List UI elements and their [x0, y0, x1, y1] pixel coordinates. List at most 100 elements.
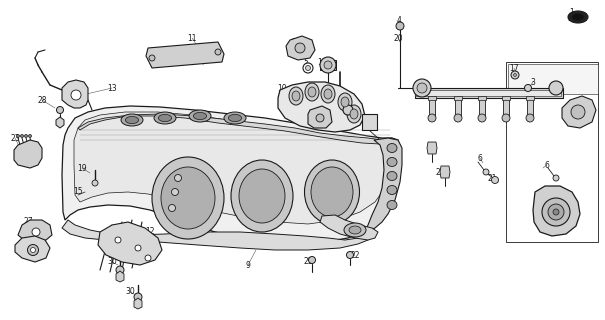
Bar	[526, 96, 534, 100]
Text: FR.: FR.	[567, 13, 583, 22]
Ellipse shape	[572, 13, 584, 20]
Polygon shape	[74, 112, 392, 224]
Ellipse shape	[152, 157, 224, 239]
Bar	[506, 62, 598, 242]
Ellipse shape	[324, 89, 332, 99]
Text: 16: 16	[550, 194, 560, 203]
Ellipse shape	[189, 110, 211, 122]
Polygon shape	[56, 117, 64, 128]
Text: 30: 30	[125, 287, 135, 297]
Circle shape	[174, 174, 182, 181]
Circle shape	[306, 66, 310, 70]
Circle shape	[149, 55, 155, 61]
Text: 9: 9	[246, 260, 250, 269]
Ellipse shape	[350, 109, 358, 119]
Circle shape	[511, 71, 519, 79]
Text: 6: 6	[477, 154, 482, 163]
Circle shape	[115, 237, 121, 243]
Text: 21: 21	[487, 173, 497, 182]
Circle shape	[553, 175, 559, 181]
Circle shape	[417, 83, 427, 93]
Polygon shape	[62, 220, 374, 250]
Ellipse shape	[159, 115, 172, 122]
Circle shape	[478, 114, 486, 122]
Bar	[527, 98, 533, 116]
Polygon shape	[286, 36, 315, 60]
Circle shape	[21, 134, 24, 138]
Circle shape	[571, 105, 585, 119]
Ellipse shape	[161, 167, 215, 229]
Text: 27: 27	[23, 218, 33, 227]
Circle shape	[92, 180, 98, 186]
Ellipse shape	[387, 201, 397, 210]
Ellipse shape	[387, 143, 397, 153]
Text: 30: 30	[107, 258, 117, 267]
Text: 7: 7	[365, 114, 370, 123]
Circle shape	[542, 198, 570, 226]
Text: 19: 19	[77, 164, 87, 172]
Ellipse shape	[311, 167, 353, 217]
Ellipse shape	[338, 93, 352, 111]
Polygon shape	[14, 140, 42, 168]
Circle shape	[30, 247, 36, 252]
Circle shape	[549, 81, 563, 95]
Ellipse shape	[349, 226, 361, 234]
Text: 18: 18	[317, 58, 327, 67]
Ellipse shape	[341, 97, 349, 107]
Circle shape	[135, 245, 141, 251]
Text: 23: 23	[10, 133, 20, 142]
Text: 24: 24	[435, 167, 445, 177]
Ellipse shape	[231, 160, 293, 232]
Ellipse shape	[347, 105, 361, 123]
Circle shape	[32, 228, 40, 236]
Circle shape	[134, 293, 142, 301]
Circle shape	[320, 57, 336, 73]
Circle shape	[396, 22, 404, 30]
Text: 14: 14	[23, 244, 33, 252]
Bar	[455, 98, 461, 116]
Bar	[429, 98, 435, 116]
Text: 8: 8	[342, 103, 347, 113]
Ellipse shape	[387, 157, 397, 166]
Ellipse shape	[568, 11, 588, 23]
Ellipse shape	[194, 112, 206, 120]
Polygon shape	[533, 186, 580, 236]
Ellipse shape	[387, 186, 397, 195]
Circle shape	[295, 43, 305, 53]
Text: 15: 15	[73, 188, 83, 196]
Text: 26: 26	[291, 37, 301, 46]
Ellipse shape	[292, 91, 300, 101]
Bar	[362, 114, 377, 130]
Polygon shape	[562, 96, 596, 128]
Text: 1: 1	[570, 7, 574, 17]
Circle shape	[71, 90, 81, 100]
Ellipse shape	[344, 223, 366, 237]
Text: 17: 17	[509, 63, 519, 73]
Polygon shape	[440, 166, 450, 178]
Polygon shape	[15, 236, 50, 262]
Bar	[503, 98, 509, 116]
Polygon shape	[62, 80, 88, 108]
Ellipse shape	[304, 160, 359, 224]
Text: 24: 24	[427, 143, 437, 153]
Circle shape	[169, 204, 175, 212]
Bar	[454, 96, 462, 100]
Text: 4: 4	[396, 15, 402, 25]
Bar	[479, 98, 485, 116]
Ellipse shape	[224, 112, 246, 124]
Ellipse shape	[387, 172, 397, 180]
Circle shape	[526, 114, 534, 122]
Text: 22: 22	[350, 251, 360, 260]
Polygon shape	[18, 220, 52, 242]
Circle shape	[428, 114, 436, 122]
Ellipse shape	[125, 116, 139, 124]
Circle shape	[491, 177, 499, 183]
Polygon shape	[365, 138, 402, 232]
Ellipse shape	[321, 85, 335, 103]
Circle shape	[316, 114, 324, 122]
Ellipse shape	[305, 83, 319, 101]
Text: 5: 5	[304, 58, 309, 67]
Text: 20: 20	[393, 34, 403, 43]
Circle shape	[116, 266, 124, 274]
Ellipse shape	[121, 114, 143, 126]
